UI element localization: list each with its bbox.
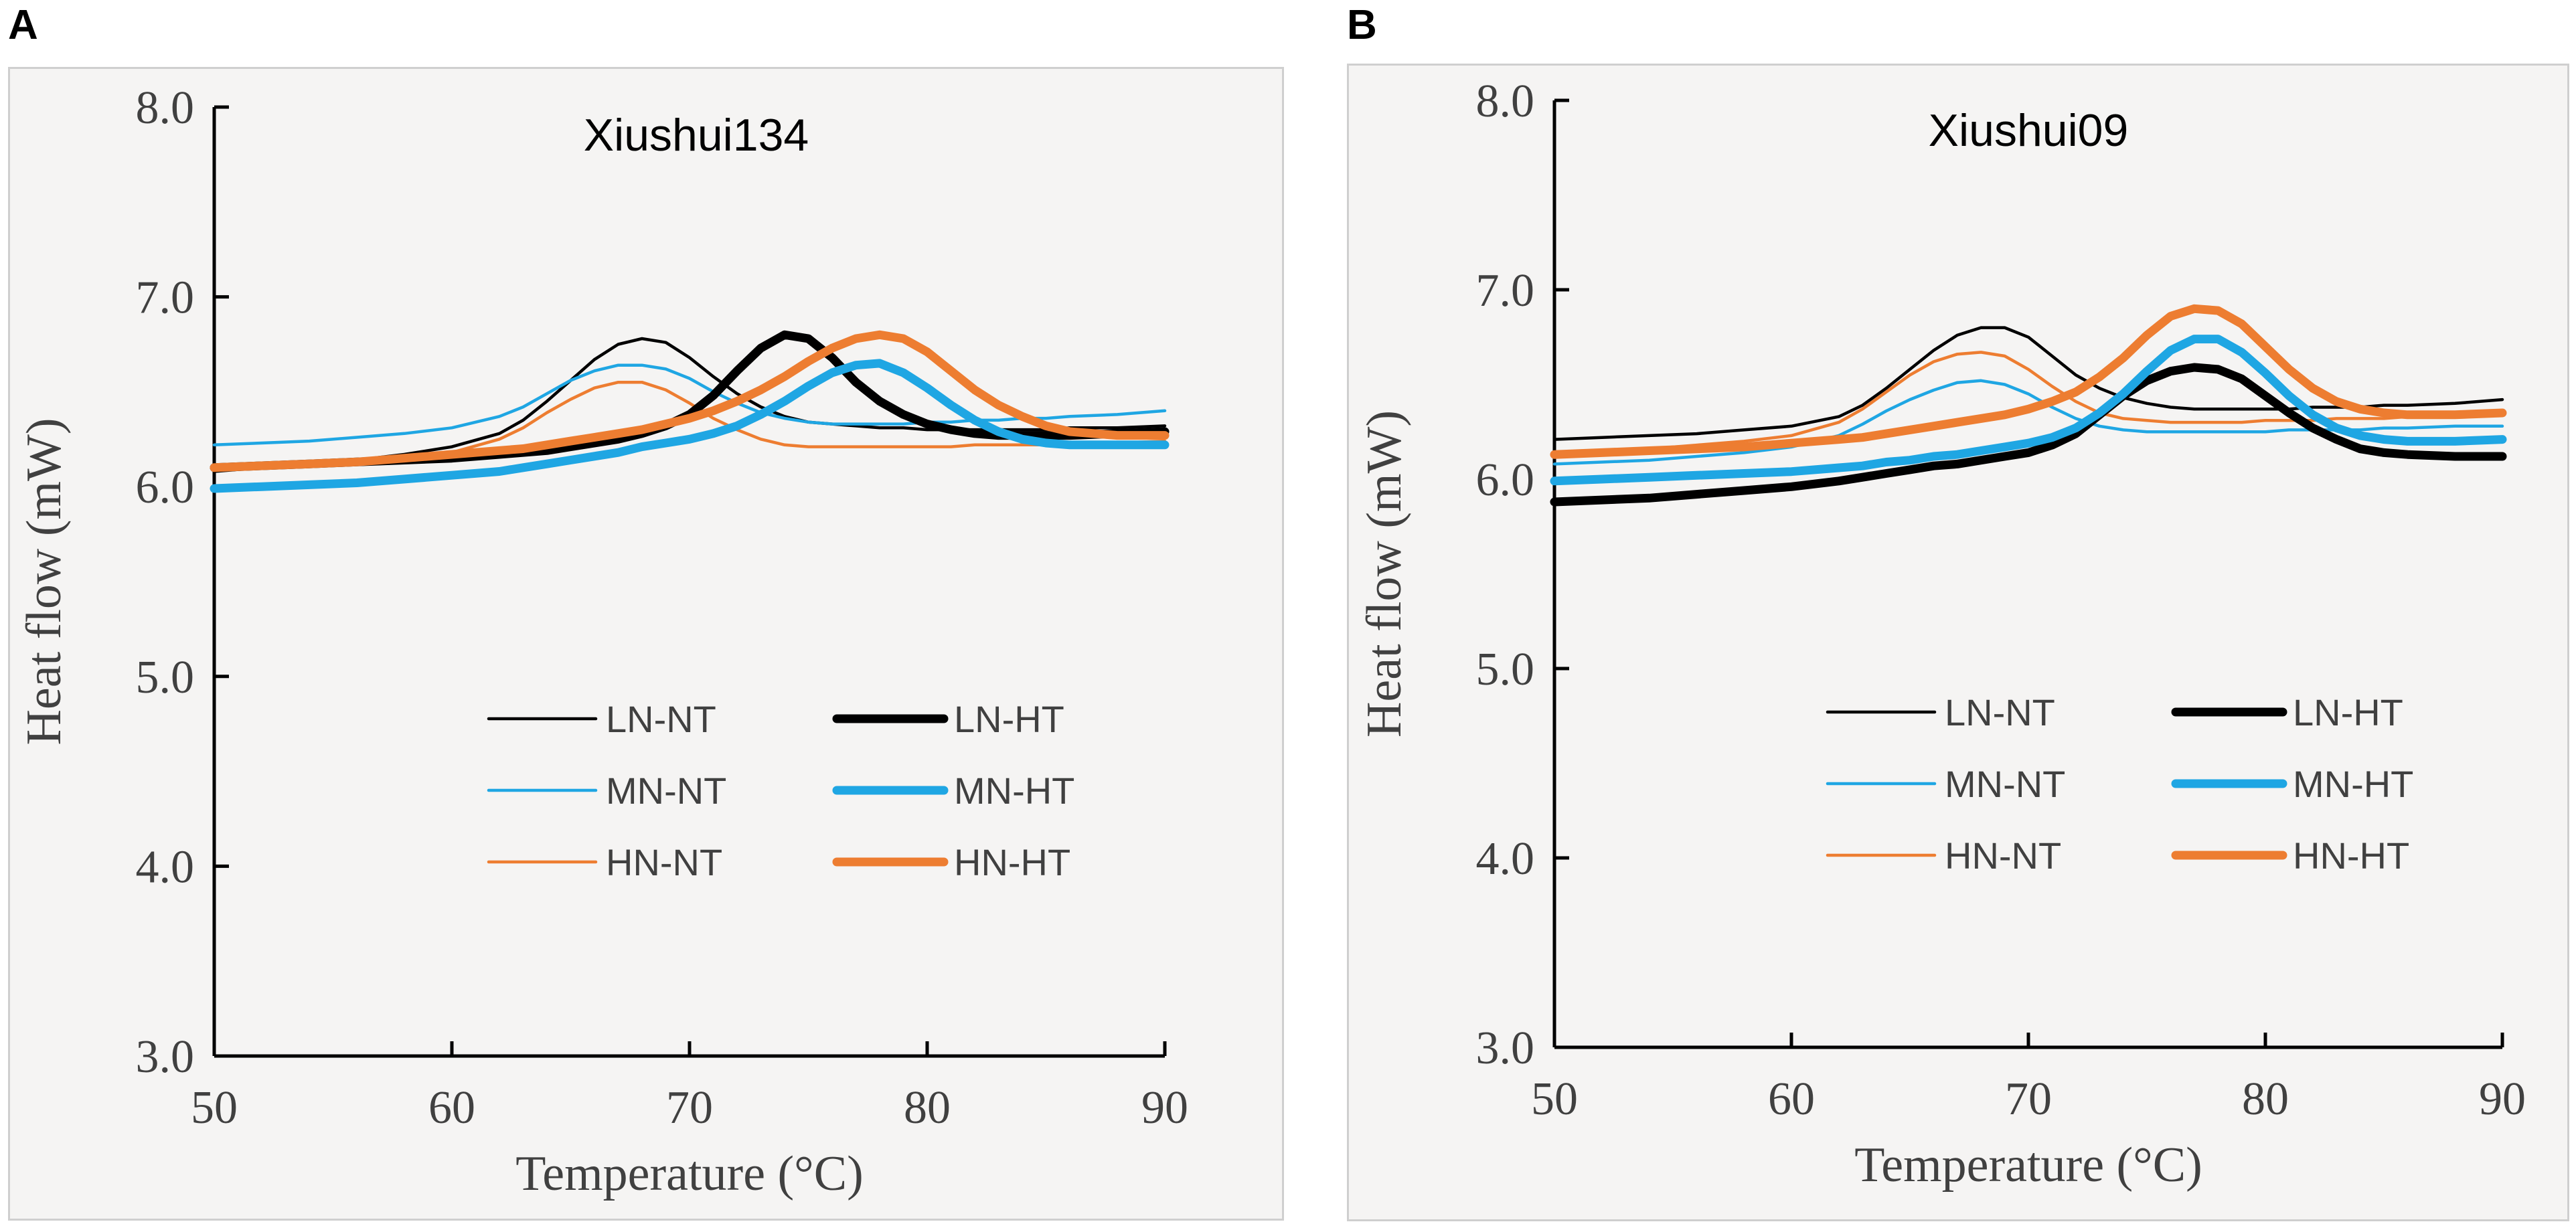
- legend-label-ln-ht: LN-HT: [954, 698, 1064, 740]
- series-line-hn-ht: [1550, 304, 2507, 459]
- x-tick-label: 60: [1768, 1073, 1815, 1125]
- chart-title: Xiushui09: [1929, 105, 2129, 156]
- legend-label-mn-nt: MN-NT: [1945, 763, 2065, 805]
- y-tick-label: 4.0: [1476, 833, 1535, 885]
- legend-label-hn-ht: HN-HT: [954, 841, 1070, 883]
- x-tick-label: 50: [1531, 1073, 1578, 1125]
- legend-label-mn-ht: MN-HT: [954, 770, 1074, 812]
- y-tick-label: 5.0: [1476, 644, 1535, 695]
- legend-label-mn-nt: MN-NT: [606, 770, 726, 812]
- y-axis-title: Heat flow (mW): [1357, 410, 1412, 737]
- x-tick-label: 50: [191, 1082, 238, 1134]
- legend-label-hn-nt: HN-NT: [1945, 834, 2061, 877]
- x-tick-label: 60: [428, 1082, 475, 1134]
- series-line-ln-ht: [210, 330, 1170, 472]
- y-tick-label: 4.0: [136, 841, 195, 893]
- x-tick-label: 80: [2242, 1073, 2289, 1125]
- y-tick-label: 7.0: [136, 272, 195, 324]
- chart-b: 3.0 4.0 5.0 6.0 7.0 8.0 50 60 70 80 90 Temperature …: [1357, 76, 2526, 1193]
- series-line-ln-nt: [212, 337, 1167, 473]
- series-line-ln-nt: [1552, 326, 2504, 441]
- series-line-ln-ht: [1550, 363, 2507, 507]
- legend-label-ln-ht: LN-HT: [2293, 691, 2403, 733]
- panel-letter-b: B: [1347, 2, 1377, 48]
- y-tick-label: 7.0: [1476, 265, 1535, 317]
- y-axis-title: Heat flow (mW): [17, 418, 72, 745]
- x-axis-title: Temperature (°C): [1854, 1138, 2202, 1193]
- x-tick-label: 90: [2479, 1073, 2526, 1125]
- y-tick-label: 6.0: [136, 462, 195, 513]
- y-tick-label: 6.0: [1476, 454, 1535, 506]
- y-tick-label: 8.0: [136, 82, 195, 134]
- chart-panel-a: [8, 67, 1284, 1221]
- chart-a: 3.0 4.0 5.0 6.0 7.0 8.0 50 60 70 80 90 Temperature …: [17, 82, 1188, 1201]
- series-line-mn-ht: [210, 359, 1170, 493]
- chart-title: Xiushui134: [584, 110, 809, 161]
- x-tick-label: 70: [666, 1082, 713, 1134]
- y-tick-label: 5.0: [136, 652, 195, 703]
- legend-label-ln-nt: LN-NT: [606, 698, 716, 740]
- series-line-mn-ht: [1550, 335, 2507, 486]
- panel-letter-a: A: [8, 2, 38, 48]
- x-tick-label: 70: [2005, 1073, 2052, 1125]
- x-tick-label: 90: [1141, 1082, 1188, 1134]
- x-tick-label: 80: [904, 1082, 951, 1134]
- legend-label-hn-ht: HN-HT: [2293, 834, 2409, 877]
- chart-panel-b: [1347, 64, 2569, 1221]
- legend-label-hn-nt: HN-NT: [606, 841, 722, 883]
- legend-label-ln-nt: LN-NT: [1945, 691, 2055, 733]
- x-axis-title: Temperature (°C): [515, 1146, 864, 1201]
- legend-label-mn-ht: MN-HT: [2293, 763, 2413, 805]
- series-line-hn-nt: [212, 380, 1167, 470]
- y-tick-label: 3.0: [136, 1031, 195, 1083]
- y-tick-label: 8.0: [1476, 76, 1535, 127]
- series-line-hn-ht: [210, 330, 1170, 472]
- y-tick-label: 3.0: [1476, 1023, 1535, 1074]
